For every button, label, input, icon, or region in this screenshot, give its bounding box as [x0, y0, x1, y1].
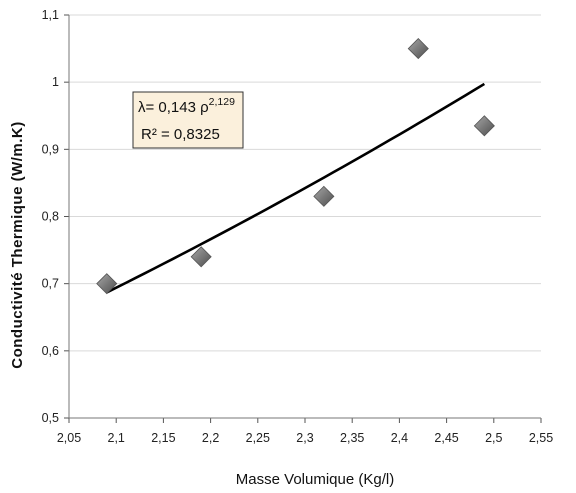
- trendline: [106, 82, 486, 294]
- y-axis-label: Conductivité Thermique (W/m.K): [9, 121, 26, 369]
- y-tick-label: 0,6: [42, 344, 59, 358]
- data-point: [96, 273, 118, 295]
- x-tick-labels: 2,05 2,1 2,15 2,2 2,25 2,3 2,35 2,4 2,45 2,5 2,55: [57, 431, 553, 445]
- y-tick-label: 1: [52, 75, 59, 89]
- y-tick-label: 0,8: [42, 210, 59, 224]
- x-tick-label: 2,2: [202, 431, 219, 445]
- x-tick-label: 2,4: [391, 431, 408, 445]
- y-tick-label: 0,5: [42, 411, 59, 425]
- x-tick-label: 2,35: [340, 431, 364, 445]
- x-tick-label: 2,25: [246, 431, 270, 445]
- equation-exponent: 2,129: [209, 96, 235, 108]
- axes: [64, 14, 542, 423]
- equation-annotation: λ= 0,143 ρ2,129 R² = 0,8325: [132, 91, 244, 149]
- y-tick-labels: 0,5 0,6 0,7 0,8 0,9 1 1,1: [42, 8, 59, 425]
- x-tick-label: 2,15: [151, 431, 175, 445]
- data-point: [473, 115, 495, 137]
- data-point: [407, 38, 429, 60]
- x-tick-label: 2,1: [108, 431, 125, 445]
- y-tick-label: 1,1: [42, 8, 59, 22]
- x-tick-label: 2,3: [296, 431, 313, 445]
- y-tick-label: 0,7: [42, 277, 59, 291]
- trendline-group: [106, 82, 486, 294]
- equation-box: [132, 91, 244, 149]
- equation-text: λ= 0,143 ρ2,129: [138, 96, 235, 116]
- data-point: [190, 246, 212, 268]
- r-squared-text: R² = 0,8325: [141, 126, 220, 143]
- x-tick-label: 2,45: [434, 431, 458, 445]
- x-tick-label: 2,5: [485, 431, 502, 445]
- x-tick-label: 2,55: [529, 431, 553, 445]
- data-point: [313, 185, 335, 207]
- data-points: [96, 38, 495, 295]
- equation-prefix: λ= 0,143 ρ: [138, 99, 209, 116]
- y-tick-label: 0,9: [42, 142, 59, 156]
- x-axis-label: Masse Volumique (Kg/l): [236, 471, 394, 488]
- x-tick-label: 2,05: [57, 431, 81, 445]
- gridlines: [69, 14, 541, 352]
